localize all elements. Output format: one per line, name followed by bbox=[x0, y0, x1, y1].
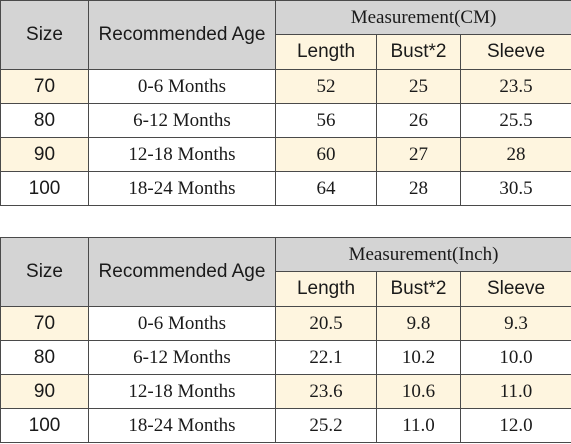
recommended-age-header: Recommended Age bbox=[88, 237, 276, 307]
length-cell: 20.5 bbox=[275, 306, 377, 341]
age-cell: 6-12 Months bbox=[88, 103, 276, 138]
recommended-age-header: Recommended Age bbox=[88, 0, 276, 70]
length-cell: 22.1 bbox=[275, 340, 377, 375]
bust-cell: 10.2 bbox=[376, 340, 461, 375]
measurement-group-header: Measurement(CM) bbox=[274, 0, 571, 35]
length-cell: 52 bbox=[275, 69, 377, 104]
length-cell: 25.2 bbox=[275, 408, 377, 443]
sleeve-cell: 12.0 bbox=[459, 408, 571, 443]
size-cell: 70 bbox=[0, 306, 89, 341]
table-row: 100 18-24 Months 64 28 30.5 bbox=[0, 171, 571, 206]
age-cell: 12-18 Months bbox=[88, 137, 276, 172]
bust-header: Bust*2 bbox=[376, 34, 461, 70]
size-cell: 100 bbox=[0, 408, 89, 443]
header-row-group: Size Recommended Age Measurement(Inch) bbox=[0, 237, 571, 307]
size-chart-inch-table: Size Recommended Age Measurement(Inch) L… bbox=[0, 237, 571, 443]
header-row-sub: Length Bust*2 Sleeve bbox=[1, 34, 571, 70]
size-header: Size bbox=[0, 237, 89, 307]
bust-header: Bust*2 bbox=[376, 271, 461, 307]
length-cell: 60 bbox=[275, 137, 377, 172]
sleeve-cell: 11.0 bbox=[459, 374, 571, 409]
sleeve-cell: 28 bbox=[459, 137, 571, 172]
measurement-group-header: Measurement(Inch) bbox=[274, 237, 571, 272]
age-cell: 0-6 Months bbox=[88, 306, 276, 341]
length-cell: 56 bbox=[275, 103, 377, 138]
size-cell: 90 bbox=[0, 374, 89, 409]
table-row: 80 6-12 Months 22.1 10.2 10.0 bbox=[0, 340, 571, 375]
size-cell: 70 bbox=[0, 69, 89, 104]
length-cell: 64 bbox=[275, 171, 377, 206]
table-row: 70 0-6 Months 20.5 9.8 9.3 bbox=[0, 306, 571, 341]
length-header: Length bbox=[275, 34, 377, 70]
table-row: 80 6-12 Months 56 26 25.5 bbox=[0, 103, 571, 138]
header-row-group: Size Recommended Age Measurement(CM) bbox=[0, 0, 571, 70]
size-cell: 100 bbox=[0, 171, 89, 206]
bust-cell: 11.0 bbox=[376, 408, 461, 443]
sleeve-cell: 10.0 bbox=[459, 340, 571, 375]
age-cell: 12-18 Months bbox=[88, 374, 276, 409]
table-row: 90 12-18 Months 60 27 28 bbox=[0, 137, 571, 172]
bust-cell: 28 bbox=[376, 171, 461, 206]
size-cell: 90 bbox=[0, 137, 89, 172]
age-cell: 18-24 Months bbox=[88, 408, 276, 443]
sleeve-cell: 30.5 bbox=[459, 171, 571, 206]
bust-cell: 26 bbox=[376, 103, 461, 138]
bust-cell: 9.8 bbox=[376, 306, 461, 341]
sleeve-header: Sleeve bbox=[459, 34, 571, 70]
sleeve-cell: 25.5 bbox=[459, 103, 571, 138]
sleeve-cell: 23.5 bbox=[459, 69, 571, 104]
length-header: Length bbox=[275, 271, 377, 307]
size-cell: 80 bbox=[0, 340, 89, 375]
bust-cell: 25 bbox=[376, 69, 461, 104]
size-header: Size bbox=[0, 0, 89, 70]
age-cell: 0-6 Months bbox=[88, 69, 276, 104]
size-chart-cm-table: Size Recommended Age Measurement(CM) Len… bbox=[0, 0, 571, 206]
table-row: 70 0-6 Months 52 25 23.5 bbox=[0, 69, 571, 104]
sleeve-header: Sleeve bbox=[459, 271, 571, 307]
header-row-sub: Length Bust*2 Sleeve bbox=[1, 271, 571, 307]
size-cell: 80 bbox=[0, 103, 89, 138]
table-row: 90 12-18 Months 23.6 10.6 11.0 bbox=[0, 374, 571, 409]
sleeve-cell: 9.3 bbox=[459, 306, 571, 341]
table-row: 100 18-24 Months 25.2 11.0 12.0 bbox=[0, 408, 571, 443]
length-cell: 23.6 bbox=[275, 374, 377, 409]
bust-cell: 27 bbox=[376, 137, 461, 172]
bust-cell: 10.6 bbox=[376, 374, 461, 409]
age-cell: 18-24 Months bbox=[88, 171, 276, 206]
age-cell: 6-12 Months bbox=[88, 340, 276, 375]
